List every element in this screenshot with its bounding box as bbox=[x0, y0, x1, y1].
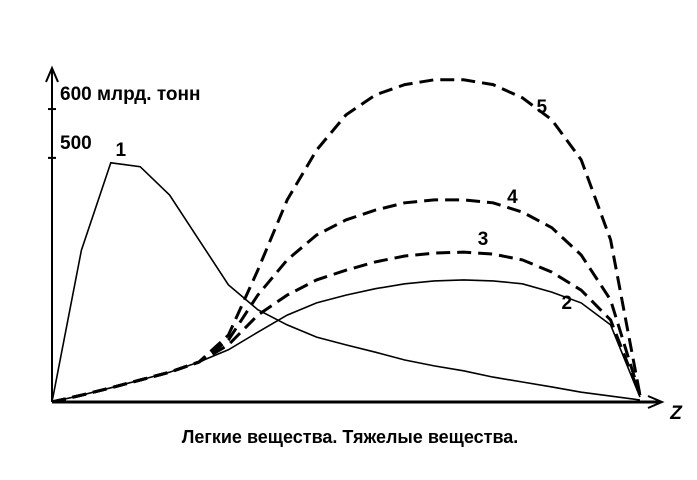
line-series bbox=[51, 161, 641, 403]
y-tick-label: 500 bbox=[60, 133, 92, 154]
series-label: 3 bbox=[478, 229, 489, 250]
x-axis-label: Z bbox=[669, 403, 683, 424]
x-axis-arrow bbox=[647, 395, 665, 409]
series-label: 1 bbox=[116, 140, 127, 161]
line-series bbox=[51, 198, 642, 404]
caption: Легкие вещества. Тяжелые вещества. bbox=[182, 427, 519, 447]
series-label: 5 bbox=[537, 97, 548, 118]
line-series bbox=[51, 250, 642, 404]
series-label: 2 bbox=[562, 293, 573, 314]
y-tick-label: 600 млрд. тонн bbox=[60, 84, 200, 105]
line-series bbox=[51, 279, 641, 403]
y-axis-arrow bbox=[45, 65, 59, 83]
line-series bbox=[51, 78, 642, 404]
series-label: 4 bbox=[507, 187, 518, 208]
